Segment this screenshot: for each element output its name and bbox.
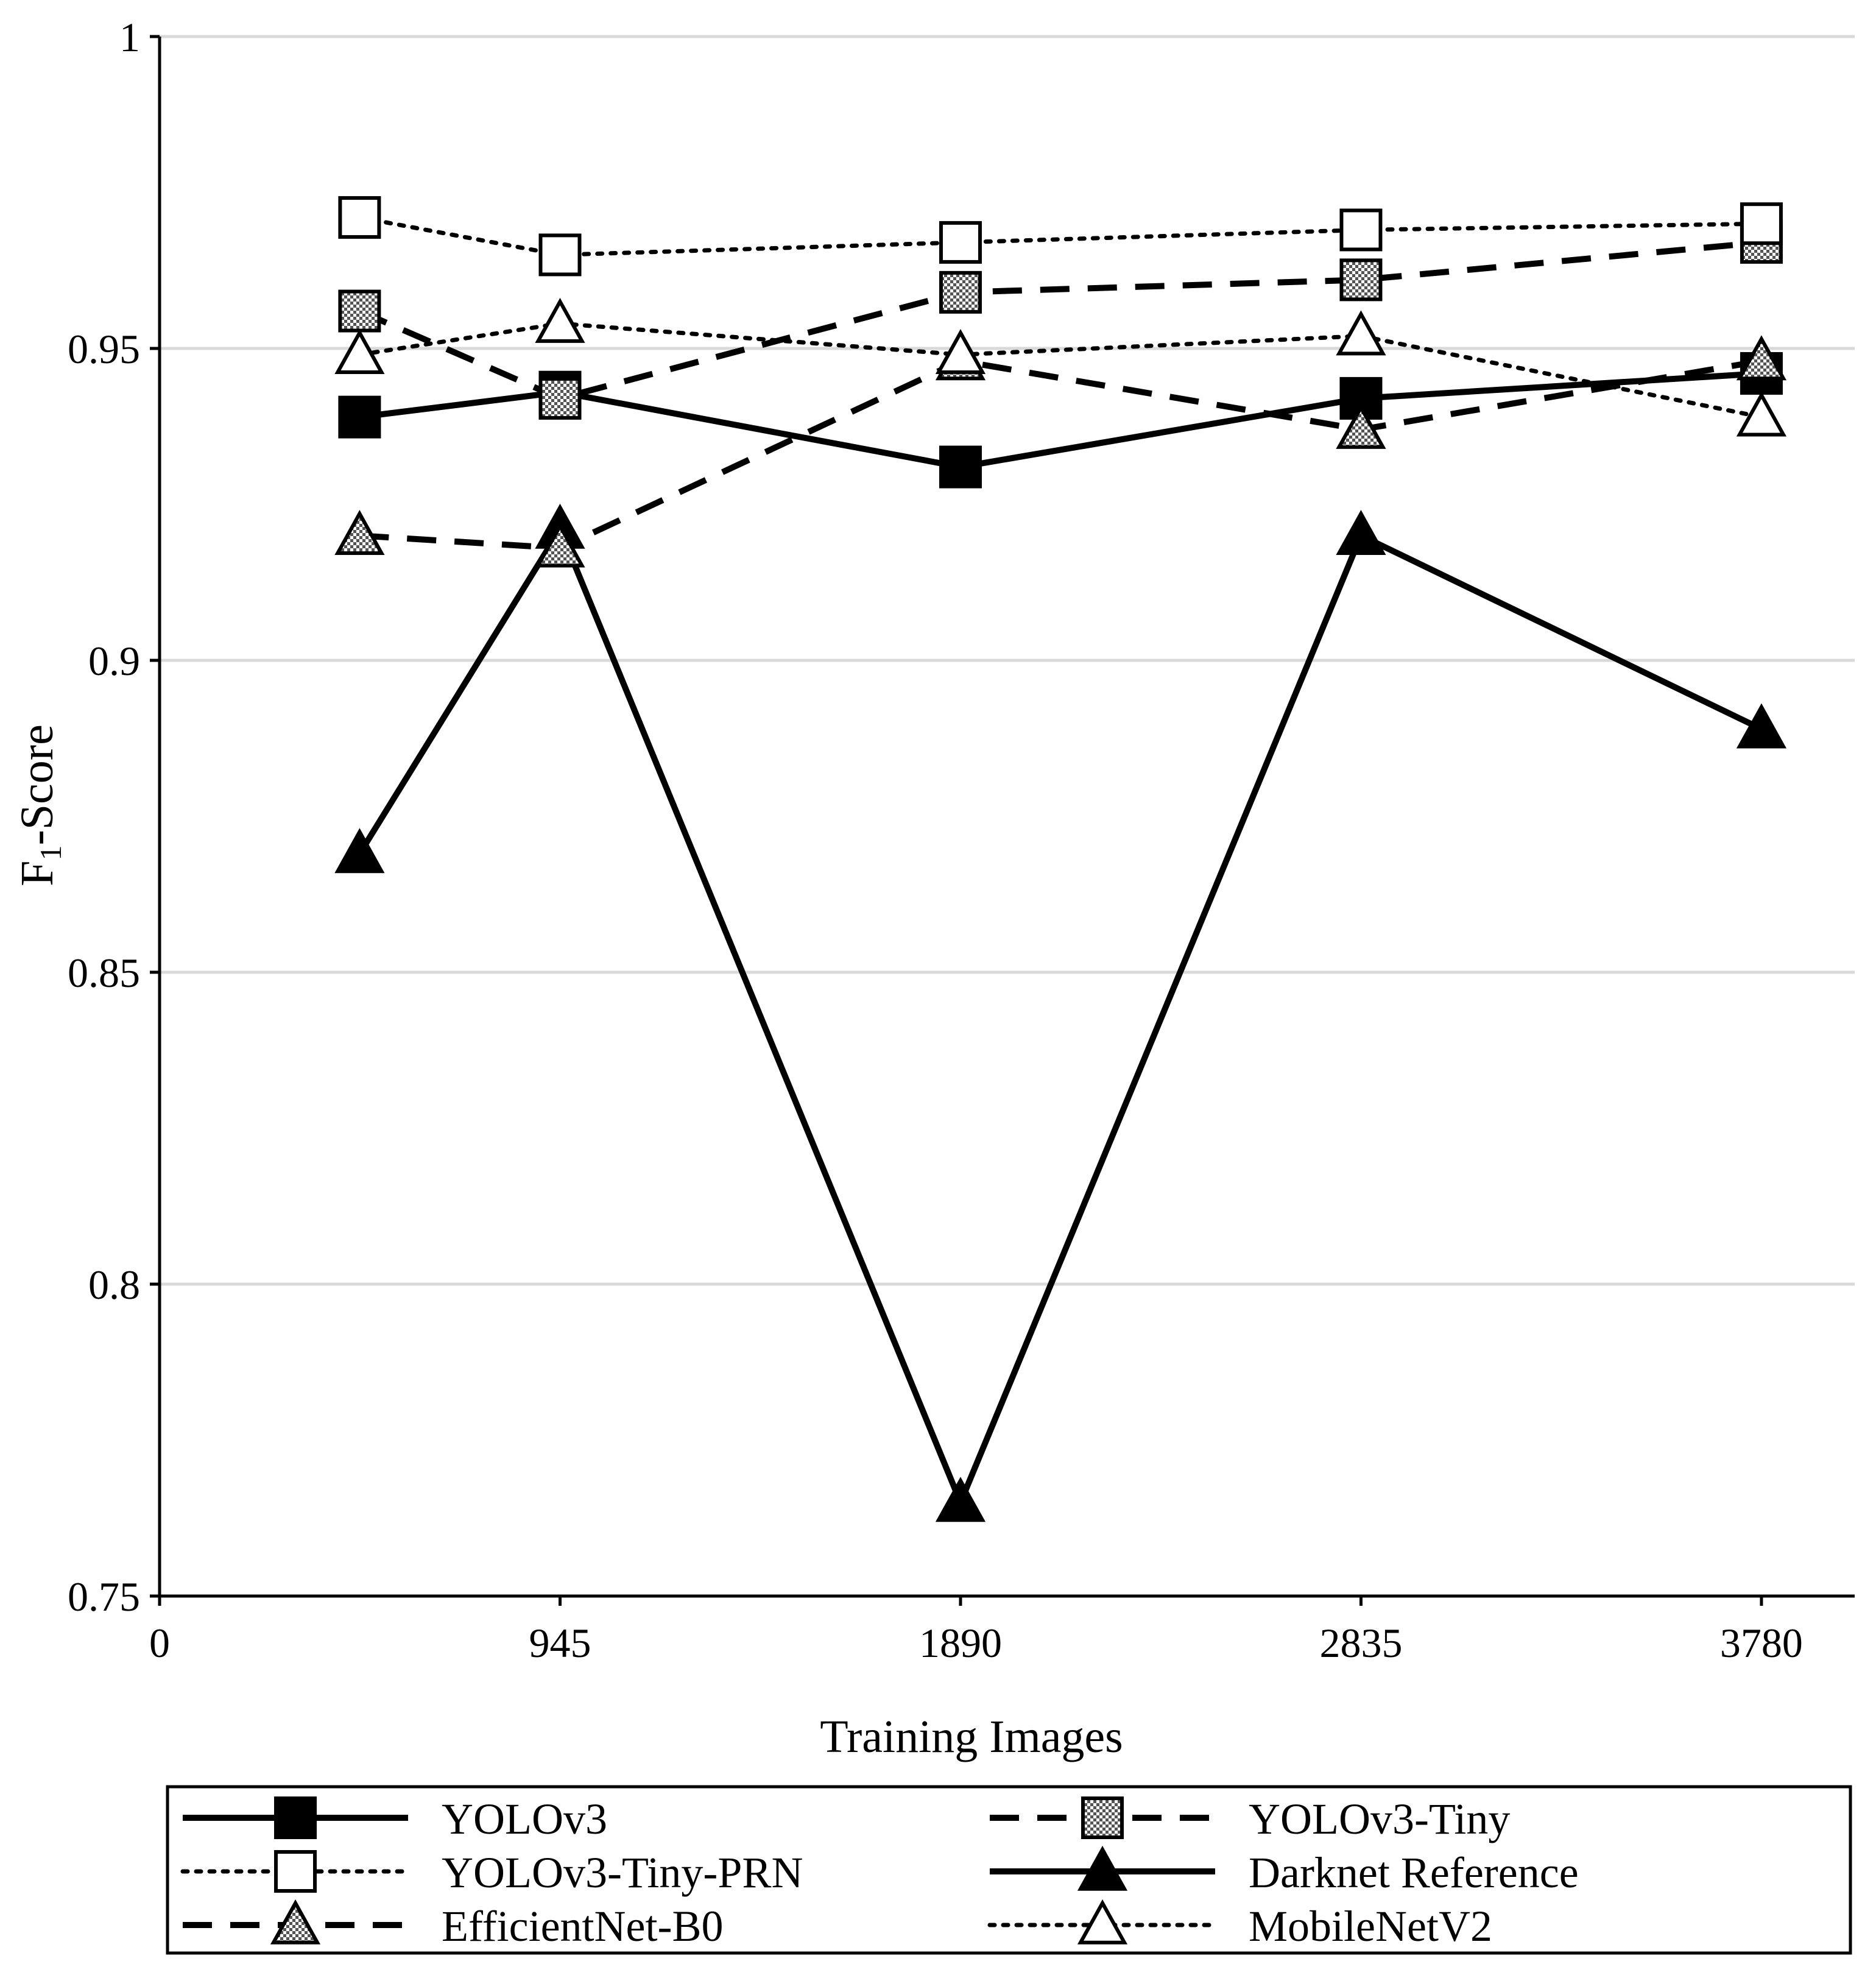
x-tick-label: 1890 xyxy=(919,1620,1002,1666)
point-darknet-reference xyxy=(334,828,385,874)
point-yolov3-tiny-prn xyxy=(1339,208,1383,252)
gridlines xyxy=(160,35,1855,1286)
y-tick-label: 0.8 xyxy=(88,1262,140,1308)
point-mobilenetv2 xyxy=(535,297,585,343)
y-tick-label: 0.95 xyxy=(68,326,140,372)
legend-label: EfficientNet-B0 xyxy=(442,1902,724,1951)
point-yolov3-tiny-prn xyxy=(1740,202,1783,246)
point-yolov3-tiny-prn xyxy=(538,233,582,277)
point-yolov3-tiny-prn xyxy=(939,221,982,264)
svg-text:F1-Score: F1-Score xyxy=(12,724,68,886)
point-efficientnet-b0 xyxy=(334,510,385,555)
point-efficientnet-b0 xyxy=(535,522,585,568)
legend-item-mobilenetv2: MobileNetV2 xyxy=(987,1899,1492,1951)
legend-item-darknet-reference: Darknet Reference xyxy=(990,1845,1579,1897)
point-darknet-reference xyxy=(1336,510,1386,555)
point-mobilenetv2 xyxy=(334,329,385,375)
x-tick-label: 2835 xyxy=(1319,1620,1402,1666)
legend-swatch-marker xyxy=(1081,1796,1124,1839)
point-yolov3 xyxy=(939,445,982,489)
point-darknet-reference xyxy=(1736,703,1787,749)
point-yolov3 xyxy=(338,395,381,439)
y-axis-label: F1-Score xyxy=(12,724,68,886)
legend-item-efficientnet-b0: EfficientNet-B0 xyxy=(183,1899,724,1951)
legend-swatch-marker xyxy=(1077,1845,1128,1891)
point-yolov3-tiny xyxy=(538,376,582,420)
y-tick-label: 0.9 xyxy=(88,638,140,684)
legend-label: MobileNetV2 xyxy=(1249,1902,1492,1951)
point-mobilenetv2 xyxy=(1736,391,1787,437)
series-line-darknet-reference xyxy=(357,526,1763,1506)
point-yolov3-tiny xyxy=(338,289,381,333)
series-markers xyxy=(334,196,1787,1522)
x-axis-ticks: 0 945 1890 2835 3780 xyxy=(149,1596,1803,1666)
legend-label: YOLOv3 xyxy=(442,1795,607,1843)
legend-label: YOLOv3-Tiny xyxy=(1249,1795,1510,1843)
x-tick-label: 3780 xyxy=(1720,1620,1803,1666)
point-yolov3-tiny xyxy=(1339,258,1383,302)
x-tick-label: 0 xyxy=(149,1620,170,1666)
legend-swatch-marker xyxy=(270,1899,321,1945)
point-yolov3-tiny-prn xyxy=(338,196,381,239)
legend-label: Darknet Reference xyxy=(1249,1848,1579,1897)
legend-swatch-marker xyxy=(1077,1899,1128,1945)
legend-label: YOLOv3-Tiny-PRN xyxy=(442,1848,803,1897)
point-mobilenetv2 xyxy=(1336,310,1386,356)
point-darknet-reference xyxy=(935,1477,986,1522)
legend-swatch-marker xyxy=(274,1850,317,1893)
legend-item-yolov3-tiny: YOLOv3-Tiny xyxy=(990,1795,1510,1843)
y-tick-label: 0.75 xyxy=(68,1574,140,1620)
point-mobilenetv2 xyxy=(935,329,986,375)
point-yolov3-tiny xyxy=(939,270,982,314)
point-efficientnet-b0 xyxy=(1736,335,1787,381)
legend-swatch-marker xyxy=(274,1796,317,1839)
x-axis-label: Training Images xyxy=(820,1711,1123,1762)
x-tick-label: 945 xyxy=(529,1620,591,1666)
legend-item-yolov3-tiny-prn: YOLOv3-Tiny-PRN xyxy=(180,1848,803,1897)
legend-item-yolov3: YOLOv3 xyxy=(183,1795,607,1843)
y-axis-ticks: 0.75 0.8 0.85 0.9 0.95 1 xyxy=(68,14,160,1620)
y-tick-label: 1 xyxy=(119,14,140,60)
y-tick-label: 0.85 xyxy=(68,950,140,996)
axes xyxy=(158,37,1855,1598)
legend: YOLOv3 YOLOv3-Tiny YOLOv3-Tiny-PRN Darknet … xyxy=(166,1785,1852,1955)
point-efficientnet-b0 xyxy=(1336,403,1386,449)
